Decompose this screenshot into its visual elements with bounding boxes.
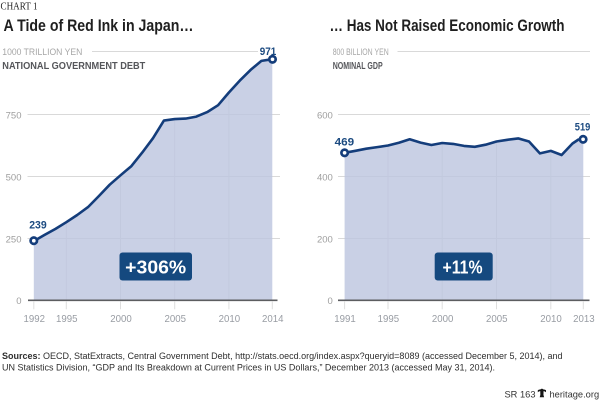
svg-text:750: 750 (6, 111, 22, 122)
svg-text:+11%: +11% (443, 257, 483, 277)
svg-text:400: 400 (317, 173, 333, 184)
svg-text:2014: 2014 (262, 313, 284, 325)
svg-text:UN Statistics Division, “GDP a: UN Statistics Division, “GDP and Its Bre… (2, 363, 495, 373)
svg-text:2000: 2000 (432, 313, 454, 325)
svg-text:600: 600 (317, 111, 333, 122)
svg-text:250: 250 (6, 235, 22, 246)
svg-text:+306%: +306% (125, 257, 186, 277)
svg-text:1991: 1991 (334, 313, 356, 325)
svg-text:2005: 2005 (164, 313, 186, 325)
svg-text:NATIONAL GOVERNMENT DEBT: NATIONAL GOVERNMENT DEBT (2, 61, 146, 72)
svg-text:A Tide of Red Ink in Japan…: A Tide of Red Ink in Japan… (4, 16, 194, 35)
svg-text:519: 519 (575, 122, 591, 134)
svg-text:469: 469 (335, 137, 355, 149)
svg-text:200: 200 (317, 235, 333, 246)
svg-text:2005: 2005 (486, 313, 508, 325)
svg-text:800 BILLION YEN: 800 BILLION YEN (333, 47, 389, 57)
svg-text:1995: 1995 (56, 313, 78, 325)
svg-text:NOMINAL GDP: NOMINAL GDP (333, 61, 383, 72)
svg-text:1992: 1992 (24, 313, 46, 325)
svg-text:500: 500 (6, 173, 22, 184)
svg-text:2010: 2010 (540, 313, 562, 325)
svg-text:0: 0 (328, 296, 333, 307)
svg-text:0: 0 (16, 296, 21, 307)
svg-text:1000 TRILLION YEN: 1000 TRILLION YEN (2, 47, 82, 57)
svg-text:2010: 2010 (219, 313, 241, 325)
svg-text:1995: 1995 (378, 313, 400, 325)
svg-text:2013: 2013 (573, 313, 595, 325)
svg-text:971: 971 (260, 46, 277, 58)
svg-text:239: 239 (29, 219, 47, 231)
svg-text:Sources: OECD, StatExtracts, C: Sources: OECD, StatExtracts, Central Gov… (2, 351, 563, 361)
svg-text:… Has Not Raised Economic Grow: … Has Not Raised Economic Growth (330, 16, 565, 35)
svg-text:2000: 2000 (110, 313, 132, 325)
svg-text:SR 163: SR 163 (504, 390, 535, 400)
svg-text:CHART 1: CHART 1 (1, 0, 38, 12)
svg-text:heritage.org: heritage.org (550, 390, 600, 400)
